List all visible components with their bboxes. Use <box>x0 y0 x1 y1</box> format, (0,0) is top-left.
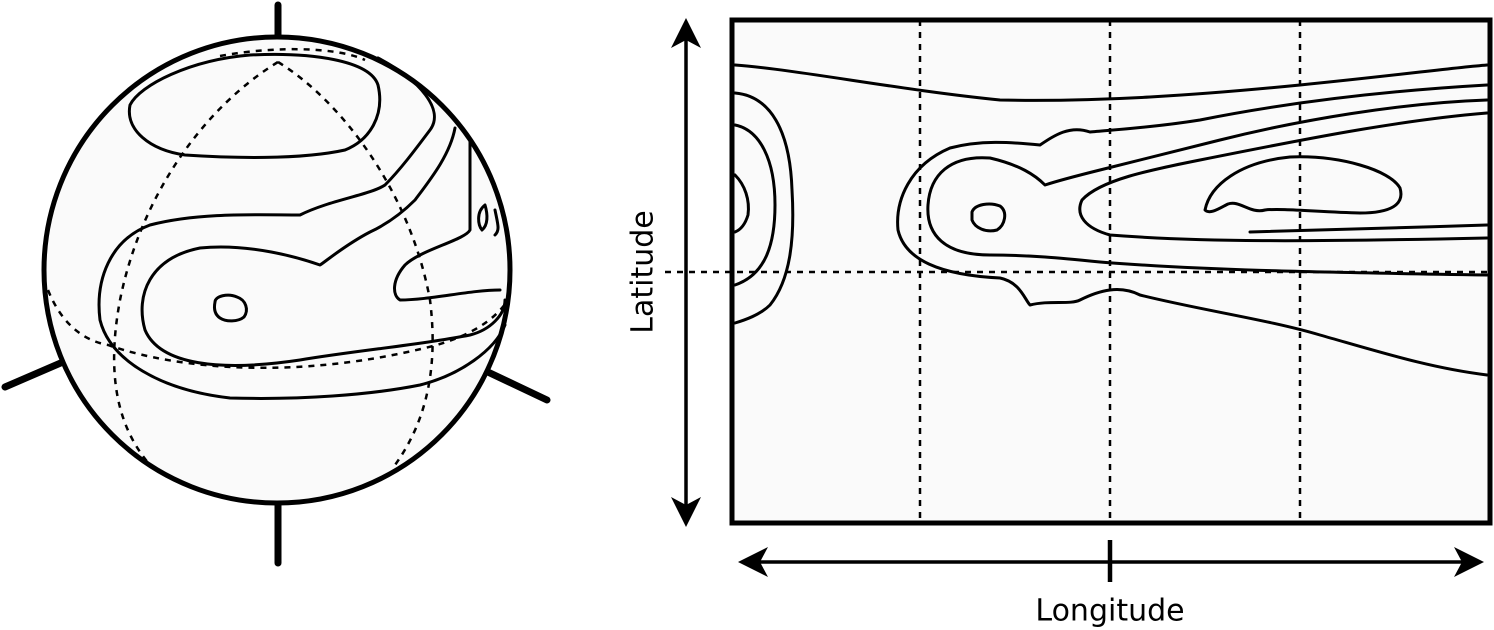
globe-contour-outer <box>97 56 507 400</box>
map-contour-central-outer <box>896 83 1489 377</box>
map-contour-east-tail <box>1248 223 1489 234</box>
globe <box>1 1 551 567</box>
globe-meridian-right <box>277 60 434 466</box>
double-arrow-vertical-icon-bottom <box>671 497 701 527</box>
map-contour-east <box>1078 111 1489 243</box>
globe-contour-core <box>213 293 248 323</box>
map-contour-central-mid <box>926 98 1489 277</box>
globe-contour-east-small <box>477 203 500 237</box>
map-contour-east-core <box>1203 155 1403 215</box>
map-contour-west-inner <box>733 173 750 234</box>
double-arrow-horizontal-icon <box>738 547 768 577</box>
globe-sphere <box>41 34 513 506</box>
map-frame <box>729 17 1493 526</box>
globe-contour-mid <box>140 126 507 367</box>
latitude-label: Latitude <box>626 210 661 333</box>
latitude-axis <box>671 18 701 527</box>
map-contour-core <box>970 202 1007 233</box>
globe-meridian-left <box>112 60 279 466</box>
map-contour-west-mid <box>733 123 777 287</box>
map-contour-top <box>733 63 1489 102</box>
longitude-axis <box>738 540 1484 582</box>
map-contour-west-outer <box>733 91 795 325</box>
globe-contour-east <box>393 138 502 302</box>
double-arrow-horizontal-icon-right <box>1454 547 1484 577</box>
longitude-label: Longitude <box>1035 594 1184 629</box>
flat-map <box>665 17 1493 526</box>
globe-polar-circle <box>219 47 366 62</box>
double-arrow-vertical-icon <box>671 18 701 48</box>
globe-contour-polar <box>127 52 382 159</box>
